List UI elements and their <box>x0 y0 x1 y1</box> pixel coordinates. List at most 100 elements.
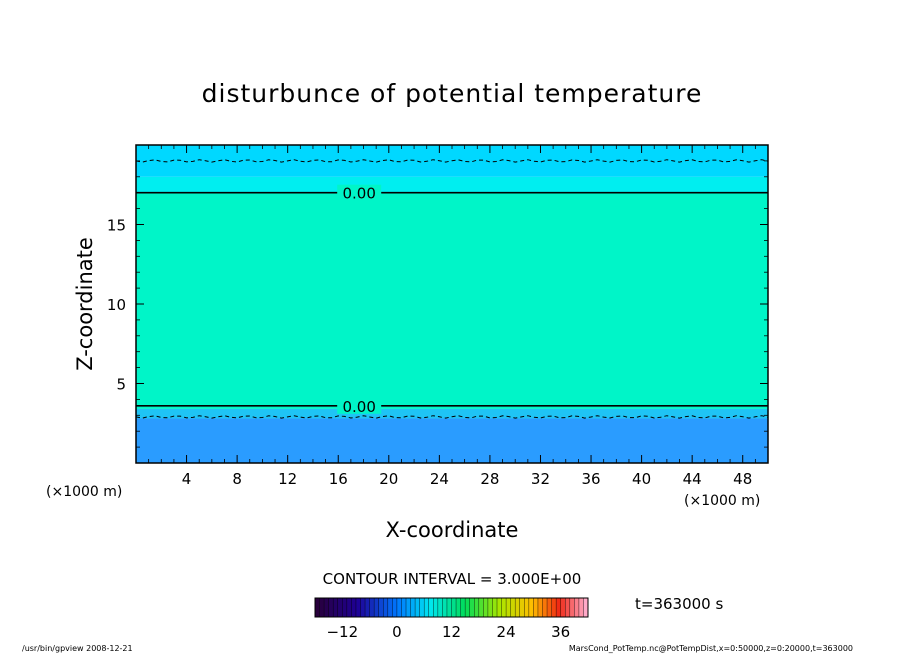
colorbar-frame <box>314 597 589 618</box>
x-tick-label: 40 <box>632 470 651 488</box>
colorbar-cell <box>565 598 571 617</box>
colorbar-cell <box>465 598 470 617</box>
heatmap-band-3 <box>136 176 768 193</box>
colorbar-cell <box>469 598 475 617</box>
x-tick-label: 28 <box>480 470 499 488</box>
colorbar-cell <box>437 598 443 617</box>
x-tick-label: 8 <box>232 470 242 488</box>
colorbar-cell <box>337 598 343 617</box>
colorbar-cell <box>406 598 411 617</box>
colorbar-cell <box>451 598 457 617</box>
colorbar-cell <box>378 598 384 617</box>
x-tick-label: 44 <box>683 470 702 488</box>
colorbar-cell <box>478 598 484 617</box>
colorbar-cell <box>324 598 329 617</box>
colorbar-cell <box>528 598 534 617</box>
contour-interval: CONTOUR INTERVAL = 3.000E+00 <box>323 570 582 588</box>
colorbar-cell <box>560 598 566 617</box>
x-tick-label: 48 <box>733 470 752 488</box>
heatmap-band-1 <box>136 408 768 419</box>
colorbar-tick-label: 24 <box>497 623 516 641</box>
colorbar-cell <box>519 598 525 617</box>
colorbar-cell <box>383 598 389 617</box>
colorbar-cell <box>328 598 334 617</box>
time-label: t=363000 s <box>635 595 723 613</box>
colorbar-cell <box>537 598 543 617</box>
colorbar-tick-label: −12 <box>326 623 358 641</box>
x-tick-label: 16 <box>329 470 348 488</box>
colorbar-cell <box>446 598 452 617</box>
colorbar-cell <box>442 598 448 617</box>
x-tick-label: 4 <box>182 470 192 488</box>
colorbar-cell <box>456 598 461 617</box>
colorbar-cell <box>556 598 561 617</box>
x-tick-label: 32 <box>531 470 550 488</box>
heatmap-band-2 <box>136 192 768 409</box>
colorbar-cell <box>392 598 398 617</box>
colorbar-cell <box>547 598 552 617</box>
colorbar-cell <box>342 598 348 617</box>
colorbar-cell <box>424 598 430 617</box>
contour-3 <box>135 415 769 419</box>
y-tick-label: 15 <box>107 217 126 235</box>
colorbar-cell <box>374 598 379 617</box>
colorbar-cell <box>346 598 352 617</box>
colorbar-tick-label: 0 <box>392 623 402 641</box>
colorbar-cell <box>401 598 407 617</box>
colorbar-cell <box>396 598 402 617</box>
colorbar-cell <box>497 598 502 617</box>
colorbar-cell <box>365 598 370 617</box>
y-tick-label: 10 <box>107 296 126 314</box>
contour-label-bg-0 <box>337 184 382 201</box>
heatmap-bands <box>136 145 768 463</box>
colorbar-cell <box>583 598 589 617</box>
colorbar-cell <box>355 598 361 617</box>
colorbar-cell <box>487 598 493 617</box>
colorbar-cell <box>551 598 557 617</box>
x-tick-label: 12 <box>278 470 297 488</box>
colorbar-cell <box>474 598 480 617</box>
contour-label-0: 0.00 <box>342 185 375 203</box>
footer-right: MarsCond_PotTemp.nc@PotTempDist,x=0:5000… <box>569 644 853 653</box>
colorbar-cell <box>506 598 511 617</box>
y-axis-label: Z-coordinate <box>73 237 97 371</box>
heatmap-band-0 <box>136 418 768 463</box>
colorbar-cell <box>483 598 489 617</box>
colorbar-cell <box>492 598 498 617</box>
colorbar-cell <box>501 598 507 617</box>
contour-label-1: 0.00 <box>342 398 375 416</box>
colorbar-cell <box>351 598 357 617</box>
x-tick-label: 36 <box>581 470 600 488</box>
colorbar-cell <box>510 598 516 617</box>
x-tick-label: 24 <box>430 470 449 488</box>
colorbar-cell <box>415 598 420 617</box>
chart-title: disturbunce of potential temperature <box>202 79 703 108</box>
footer-left: /usr/bin/gpview 2008-12-21 <box>22 644 133 653</box>
colorbar-cell <box>515 598 521 617</box>
colorbar-cell <box>460 598 466 617</box>
colorbar-tick-label: 12 <box>442 623 461 641</box>
x-unit-right: (×1000 m) <box>684 493 760 509</box>
colorbar-cell <box>369 598 375 617</box>
colorbar-tick-label: 36 <box>551 623 570 641</box>
colorbar-cell <box>433 598 439 617</box>
colorbar-cell <box>533 598 539 617</box>
x-tick-label: 20 <box>379 470 398 488</box>
colorbar-cell <box>333 598 339 617</box>
contour-2 <box>135 159 769 163</box>
colorbar-cell <box>360 598 366 617</box>
x-axis-label: X-coordinate <box>386 518 519 542</box>
contour-lines: 0.00 0.00 <box>135 159 769 419</box>
colorbar-cell <box>524 598 530 617</box>
colorbar-cell <box>428 598 434 617</box>
colorbar <box>314 598 589 617</box>
colorbar-cell <box>319 598 325 617</box>
colorbar-ticks: −12 0 12 24 36 <box>326 623 570 641</box>
colorbar-cell <box>569 598 575 617</box>
colorbar-cell <box>574 598 580 617</box>
colorbar-cell <box>410 598 416 617</box>
colorbar-cell <box>578 598 584 617</box>
colorbar-cell <box>419 598 425 617</box>
